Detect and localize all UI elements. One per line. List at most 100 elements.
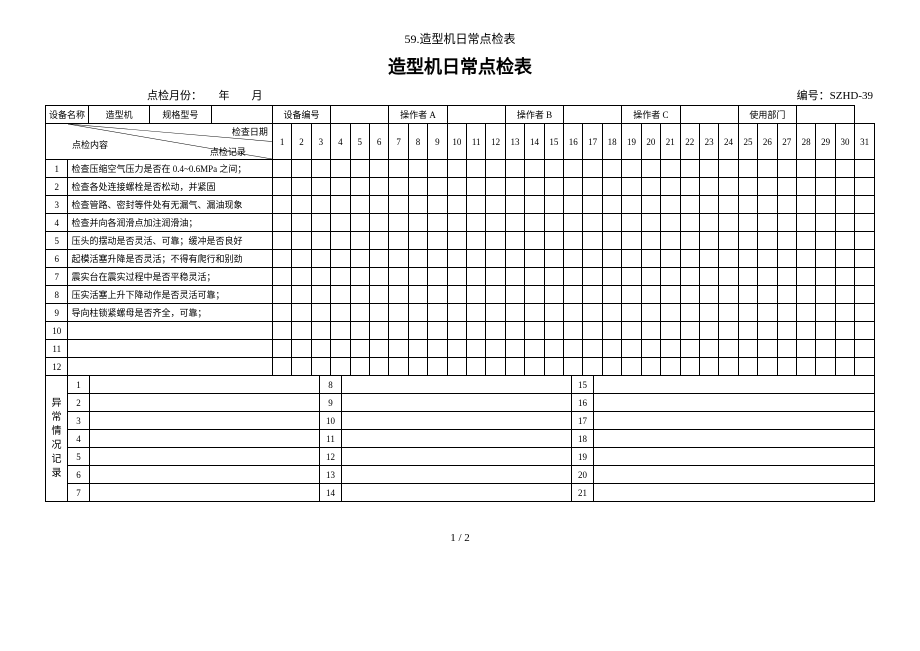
check-cell <box>758 340 777 358</box>
item-number: 7 <box>46 268 68 286</box>
equip-no-value <box>331 106 389 124</box>
abnormal-num: 12 <box>320 448 342 466</box>
check-cell <box>311 250 330 268</box>
check-cell <box>311 268 330 286</box>
check-cell <box>816 160 835 178</box>
check-cell <box>447 358 466 376</box>
check-cell <box>661 178 680 196</box>
check-cell <box>467 304 486 322</box>
check-cell <box>544 358 563 376</box>
check-cell <box>796 286 815 304</box>
check-cell <box>350 250 369 268</box>
check-cell <box>835 250 854 268</box>
check-cell <box>272 232 291 250</box>
check-cell <box>544 214 563 232</box>
check-cell <box>758 232 777 250</box>
check-cell <box>738 304 757 322</box>
check-item-row: 5压头的摆动是否灵活、可靠；缓冲是否良好 <box>46 232 875 250</box>
abnormal-row: 异常情况记录1815 <box>46 376 875 394</box>
check-cell <box>758 250 777 268</box>
check-cell <box>738 250 757 268</box>
check-cell <box>835 178 854 196</box>
check-cell <box>447 232 466 250</box>
item-text <box>68 358 272 376</box>
check-cell <box>855 196 875 214</box>
dept-value <box>796 106 854 124</box>
check-cell <box>369 160 388 178</box>
check-cell <box>699 340 718 358</box>
check-cell <box>447 322 466 340</box>
check-cell <box>583 322 602 340</box>
check-cell <box>564 178 583 196</box>
check-cell <box>467 340 486 358</box>
check-cell <box>564 286 583 304</box>
check-cell <box>272 286 291 304</box>
check-cell <box>622 250 641 268</box>
abnormal-num: 1 <box>68 376 90 394</box>
check-cell <box>719 178 738 196</box>
check-cell <box>641 322 660 340</box>
check-cell <box>350 358 369 376</box>
check-cell <box>292 178 311 196</box>
check-cell <box>835 196 854 214</box>
check-cell <box>467 250 486 268</box>
check-cell <box>583 232 602 250</box>
check-cell <box>758 268 777 286</box>
day-header: 16 <box>564 124 583 160</box>
check-cell <box>486 304 505 322</box>
check-cell <box>719 214 738 232</box>
check-cell <box>311 178 330 196</box>
check-cell <box>719 232 738 250</box>
check-cell <box>796 304 815 322</box>
abnormal-row: 2916 <box>46 394 875 412</box>
check-cell <box>835 340 854 358</box>
check-cell <box>525 178 544 196</box>
abnormal-num: 20 <box>572 466 594 484</box>
check-cell <box>505 286 524 304</box>
day-header: 18 <box>602 124 621 160</box>
check-cell <box>738 286 757 304</box>
check-cell <box>699 250 718 268</box>
day-header: 25 <box>738 124 757 160</box>
check-cell <box>777 358 796 376</box>
check-cell <box>544 196 563 214</box>
check-cell <box>680 250 699 268</box>
check-cell <box>350 304 369 322</box>
op-a-value <box>447 106 505 124</box>
check-cell <box>292 322 311 340</box>
check-cell <box>583 178 602 196</box>
check-cell <box>719 304 738 322</box>
check-cell <box>641 358 660 376</box>
check-cell <box>602 250 621 268</box>
check-cell <box>389 250 408 268</box>
check-cell <box>641 214 660 232</box>
abnormal-num: 16 <box>572 394 594 412</box>
abnormal-num: 5 <box>68 448 90 466</box>
check-cell <box>350 178 369 196</box>
op-b-label: 操作者 B <box>505 106 563 124</box>
check-cell <box>331 304 350 322</box>
day-header: 9 <box>428 124 447 160</box>
day-header: 31 <box>855 124 875 160</box>
check-cell <box>680 232 699 250</box>
month-label: 点检月份： 年 月 <box>147 87 263 103</box>
check-cell <box>602 304 621 322</box>
check-item-row: 4检查并向各润滑点加注润滑油； <box>46 214 875 232</box>
check-cell <box>505 304 524 322</box>
check-cell <box>311 232 330 250</box>
abnormal-cell <box>594 376 875 394</box>
main-table: 设备名称造型机规格型号设备编号操作者 A操作者 B操作者 C使用部门检查日期点检… <box>45 105 875 376</box>
check-cell <box>428 268 447 286</box>
abnormal-num: 13 <box>320 466 342 484</box>
check-cell <box>486 322 505 340</box>
day-header: 28 <box>796 124 815 160</box>
doc-number: 编号：SZHD-39 <box>797 87 873 103</box>
check-cell <box>331 178 350 196</box>
item-number: 4 <box>46 214 68 232</box>
day-header: 24 <box>719 124 738 160</box>
check-cell <box>350 340 369 358</box>
check-cell <box>544 322 563 340</box>
abnormal-num: 2 <box>68 394 90 412</box>
check-cell <box>622 268 641 286</box>
check-cell <box>777 178 796 196</box>
